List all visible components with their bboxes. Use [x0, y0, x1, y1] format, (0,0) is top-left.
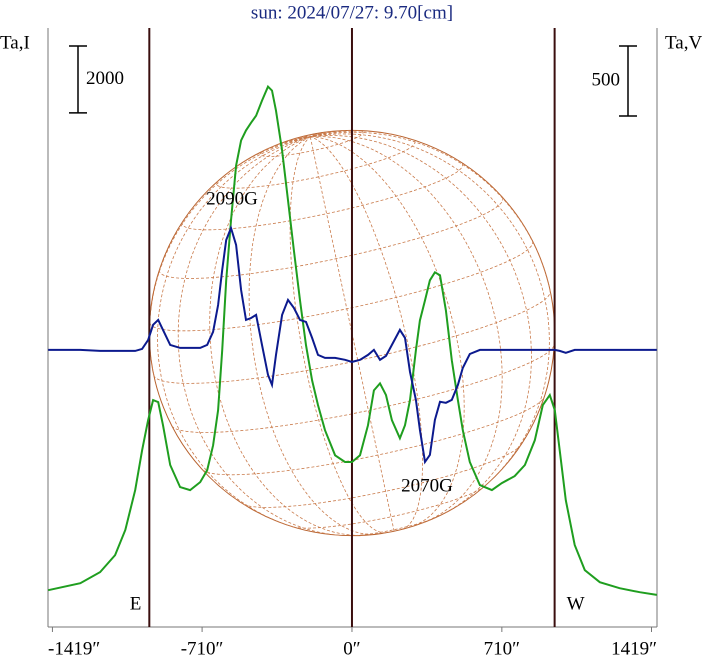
disk-grid — [202, 397, 545, 476]
chart-title: sun: 2024/07/27: 9.70[cm] — [251, 2, 453, 23]
disk-grid — [350, 516, 437, 536]
disk-grid — [310, 130, 402, 138]
scale-label: 2000 — [86, 68, 124, 89]
y2-axis-label: Ta,V — [665, 32, 702, 53]
annotation: 2090G — [206, 188, 258, 209]
disk-grid — [288, 136, 311, 142]
disk-grid — [177, 136, 340, 536]
disk-grid — [181, 162, 464, 231]
disk-grid — [310, 130, 356, 138]
disk-grid — [304, 135, 311, 138]
marker-label: E — [130, 593, 142, 614]
disk-grid — [209, 136, 365, 536]
disk-grid — [243, 445, 521, 508]
scale-label: 500 — [592, 69, 621, 90]
disk-grid — [149, 241, 534, 332]
disk-grid — [310, 131, 326, 138]
y-axis-label: Ta,I — [0, 32, 30, 53]
disk-grid — [171, 344, 555, 433]
x-tick-label: 0″ — [343, 638, 360, 659]
disk-grid — [309, 133, 316, 138]
disk-grid — [148, 136, 311, 376]
disk-grid — [289, 136, 387, 534]
disk-grid — [266, 136, 311, 150]
disk-grid — [159, 197, 504, 279]
marker-label: W — [567, 593, 585, 614]
disk-grid — [293, 485, 485, 529]
x-tick-label: -710″ — [181, 638, 224, 659]
disk-grid — [294, 136, 311, 140]
disk-grid — [226, 136, 311, 174]
x-tick-label: 710″ — [484, 638, 520, 659]
disk-grid — [310, 136, 465, 526]
disk-grid — [310, 136, 424, 530]
solar-disk — [148, 129, 556, 537]
disk-grid — [310, 133, 550, 487]
disk-grid — [310, 134, 532, 514]
series-line — [47, 84, 657, 596]
disk-grid — [260, 130, 364, 157]
series-line — [48, 224, 657, 465]
disk-grid — [153, 290, 551, 384]
disk-grid — [248, 136, 374, 535]
disk-grid — [310, 131, 551, 291]
disk-grid — [216, 139, 416, 189]
annotation: 2070G — [401, 475, 453, 496]
x-tick-label: 1419″ — [611, 638, 657, 659]
disk-grid — [309, 136, 395, 532]
disk-grid — [310, 131, 333, 138]
disk-grid — [310, 135, 503, 524]
x-tick-label: -1419″ — [48, 638, 100, 659]
